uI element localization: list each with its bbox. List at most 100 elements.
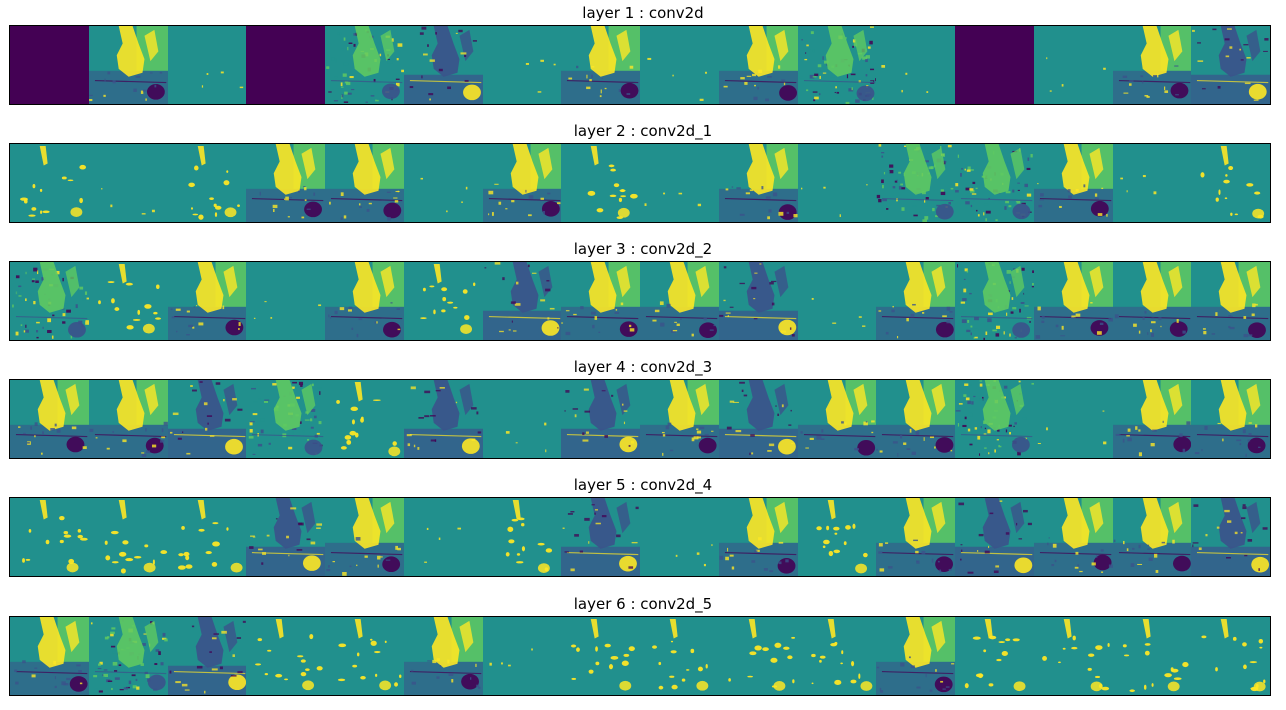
feature-map-tile <box>1191 498 1270 576</box>
feature-map-canvas <box>325 144 405 222</box>
layer-1-feature-strip <box>9 25 1271 105</box>
feature-map-tile <box>482 144 562 222</box>
feature-map-canvas <box>1191 498 1270 576</box>
feature-map-tile <box>1112 617 1192 695</box>
feature-map-canvas <box>88 617 168 695</box>
feature-map-tile <box>640 498 720 576</box>
feature-map-canvas <box>403 26 483 104</box>
feature-map-canvas <box>640 380 720 458</box>
feature-map-tile <box>167 498 247 576</box>
feature-map-tile <box>246 26 326 104</box>
feature-map-tile <box>561 26 641 104</box>
feature-map-tile <box>561 498 641 576</box>
feature-map-tile <box>10 380 90 458</box>
feature-map-canvas <box>88 144 168 222</box>
feature-map-tile <box>797 262 877 340</box>
feature-map-canvas <box>246 498 326 576</box>
feature-map-tile <box>640 26 720 104</box>
feature-map-tile <box>325 26 405 104</box>
layer-1-title: layer 1 : conv2d <box>582 4 704 22</box>
feature-map-tile <box>167 617 247 695</box>
feature-map-canvas <box>718 380 798 458</box>
feature-map-canvas <box>482 262 562 340</box>
feature-map-tile <box>403 26 483 104</box>
feature-map-canvas <box>561 144 641 222</box>
feature-map-tile <box>561 262 641 340</box>
feature-map-tile <box>10 144 90 222</box>
feature-map-canvas <box>640 144 720 222</box>
feature-map-tile <box>1112 498 1192 576</box>
feature-map-canvas <box>10 617 90 695</box>
feature-map-canvas <box>718 498 798 576</box>
feature-map-canvas <box>403 380 483 458</box>
feature-map-tile <box>325 380 405 458</box>
feature-map-tile <box>88 380 168 458</box>
feature-map-canvas <box>10 144 90 222</box>
feature-map-canvas <box>482 144 562 222</box>
feature-map-canvas <box>1033 617 1113 695</box>
feature-map-tile <box>246 262 326 340</box>
feature-map-canvas <box>876 262 956 340</box>
feature-map-canvas <box>1191 144 1270 222</box>
feature-map-tile <box>797 26 877 104</box>
feature-map-canvas <box>640 617 720 695</box>
feature-map-tile <box>403 262 483 340</box>
feature-map-canvas <box>1033 498 1113 576</box>
feature-map-canvas <box>403 144 483 222</box>
feature-map-canvas <box>246 262 326 340</box>
feature-map-tile <box>955 26 1035 104</box>
feature-map-tile <box>403 380 483 458</box>
feature-map-canvas <box>955 26 1035 104</box>
feature-map-canvas <box>1191 262 1270 340</box>
feature-map-canvas <box>88 26 168 104</box>
feature-map-canvas <box>1191 380 1270 458</box>
feature-map-canvas <box>403 617 483 695</box>
feature-map-tile <box>246 144 326 222</box>
feature-map-canvas <box>1112 262 1192 340</box>
feature-map-tile <box>1033 262 1113 340</box>
feature-map-tile <box>561 144 641 222</box>
feature-map-canvas <box>1191 617 1270 695</box>
feature-map-canvas <box>955 144 1035 222</box>
feature-map-canvas <box>1112 26 1192 104</box>
layer-6-feature-strip <box>9 616 1271 696</box>
feature-map-tile <box>88 144 168 222</box>
feature-map-tile <box>718 380 798 458</box>
feature-map-tile <box>718 26 798 104</box>
feature-map-tile <box>876 26 956 104</box>
feature-map-tile <box>482 262 562 340</box>
feature-map-tile <box>482 26 562 104</box>
feature-map-tile <box>955 498 1035 576</box>
feature-map-tile <box>797 380 877 458</box>
feature-map-canvas <box>403 498 483 576</box>
feature-map-tile <box>482 380 562 458</box>
feature-map-canvas <box>718 262 798 340</box>
feature-map-canvas <box>640 26 720 104</box>
feature-map-tile <box>1191 262 1270 340</box>
layer-5-title: layer 5 : conv2d_4 <box>573 476 713 494</box>
feature-map-tile <box>955 380 1035 458</box>
feature-map-tile <box>167 380 247 458</box>
layer-3-feature-strip <box>9 261 1271 341</box>
feature-map-canvas <box>10 26 90 104</box>
feature-map-tile <box>403 498 483 576</box>
feature-map-canvas <box>797 380 877 458</box>
feature-map-tile <box>797 144 877 222</box>
feature-map-tile <box>325 617 405 695</box>
feature-map-tile <box>876 144 956 222</box>
layer-2-feature-strip <box>9 143 1271 223</box>
feature-map-canvas <box>10 380 90 458</box>
feature-map-canvas <box>640 262 720 340</box>
layer-4-title: layer 4 : conv2d_3 <box>573 358 713 376</box>
feature-map-canvas <box>167 26 247 104</box>
feature-map-tile <box>1112 26 1192 104</box>
feature-map-canvas <box>1112 498 1192 576</box>
feature-map-canvas <box>955 498 1035 576</box>
layer-4-feature-strip <box>9 379 1271 459</box>
feature-map-tile <box>325 498 405 576</box>
feature-map-canvas <box>1033 380 1113 458</box>
feature-map-tile <box>10 262 90 340</box>
feature-map-tile <box>246 617 326 695</box>
feature-map-tile <box>10 498 90 576</box>
